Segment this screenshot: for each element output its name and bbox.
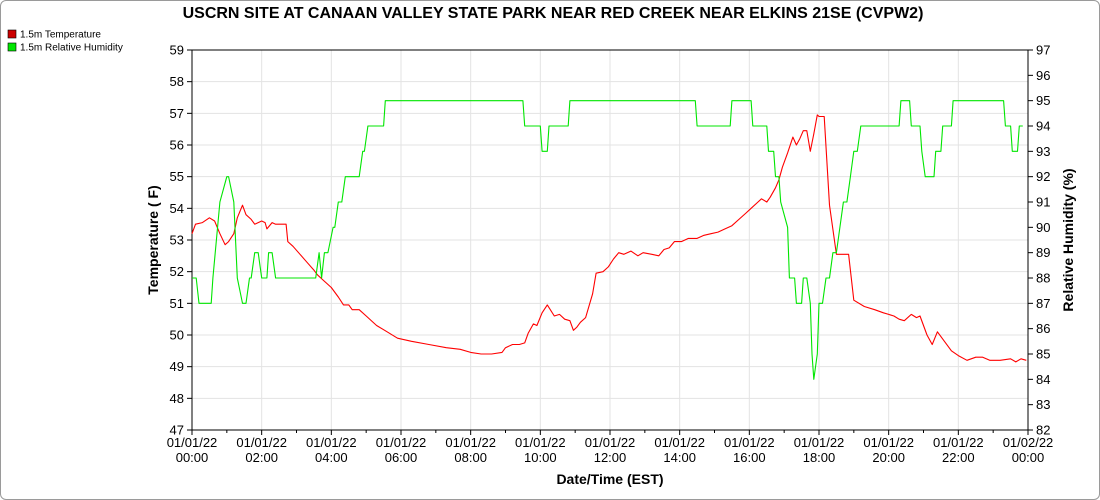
y-left-tick-label: 55 [170,169,184,184]
legend-label-humidity: 1.5m Relative Humidity [20,43,123,54]
y-right-tick-label: 87 [1036,296,1050,311]
grid-lines [191,49,1029,431]
legend-label-temperature: 1.5m Temperature [20,30,101,41]
x-tick-label-date: 01/01/22 [306,435,357,450]
y-axis-left-ticks: 47 48 49 50 51 52 53 54 55 56 57 58 59 [170,43,192,438]
y-right-tick-label: 83 [1036,397,1050,412]
y-right-tick-label: 82 [1036,423,1050,438]
x-tick-label-time: 22:00 [942,450,975,465]
x-tick-label-time: 06:00 [385,450,418,465]
x-tick-label-date: 01/01/22 [515,435,566,450]
x-tick-label-time: 16:00 [733,450,766,465]
y-axis-left-label: Temperature ( F) [145,185,161,294]
y-right-tick-label: 92 [1036,169,1050,184]
x-tick-label-time: 18:00 [803,450,836,465]
x-tick-label-time: 08:00 [454,450,487,465]
y-left-tick-label: 47 [170,423,184,438]
y-left-tick-label: 57 [170,106,184,121]
y-left-tick-label: 56 [170,138,184,153]
x-tick-label-date: 01/01/22 [445,435,496,450]
y-right-tick-label: 85 [1036,347,1050,362]
x-tick-label-date: 01/01/22 [794,435,845,450]
series-layer [191,100,1027,380]
y-right-tick-label: 95 [1036,93,1050,108]
x-tick-label-time: 10:00 [524,450,557,465]
x-tick-label-date: 01/02/22 [1003,435,1054,450]
x-tick-label-time: 14:00 [663,450,696,465]
x-axis-label: Date/Time (EST) [556,471,663,487]
y-axis-right-ticks: 82 83 84 85 86 87 88 89 90 91 92 93 94 95 96 97 [1028,43,1050,438]
legend-swatch-temperature [7,29,17,39]
x-tick-label-date: 01/01/22 [236,435,287,450]
y-right-tick-label: 91 [1036,195,1050,210]
y-left-tick-label: 58 [170,74,184,89]
x-tick-label-date: 01/01/22 [654,435,705,450]
y-right-tick-label: 89 [1036,245,1050,260]
y-right-tick-label: 90 [1036,220,1050,235]
x-tick-label-date: 01/01/22 [167,435,218,450]
y-axis-right-label: Relative Humidity (%) [1060,168,1076,311]
legend: 1.5m Temperature 1.5m Relative Humidity [7,29,123,54]
legend-swatch-humidity [7,42,17,52]
y-left-tick-label: 48 [170,391,184,406]
y-right-tick-label: 84 [1036,372,1050,387]
chart-title: USCRN SITE AT CANAAN VALLEY STATE PARK N… [183,5,924,22]
x-tick-label-time: 02:00 [245,450,278,465]
x-tick-label-date: 01/01/22 [585,435,636,450]
y-right-tick-label: 86 [1036,321,1050,336]
y-left-tick-label: 52 [170,264,184,279]
x-axis-ticks: 01/01/2200:0001/01/2202:0001/01/2204:000… [167,430,1054,465]
x-tick-label-date: 01/01/22 [724,435,775,450]
x-tick-label-time: 12:00 [594,450,627,465]
x-tick-label-date: 01/01/22 [933,435,984,450]
x-tick-label-time: 20:00 [872,450,905,465]
x-tick-label-date: 01/01/22 [863,435,914,450]
y-right-tick-label: 96 [1036,68,1050,83]
y-left-tick-label: 51 [170,296,184,311]
series-line-temperature [191,114,1027,363]
y-right-tick-label: 88 [1036,271,1050,286]
x-tick-label-time: 00:00 [1012,450,1045,465]
series-line-humidity [192,100,1023,380]
y-left-tick-label: 49 [170,359,184,374]
y-right-tick-label: 97 [1036,43,1050,58]
x-tick-label-time: 04:00 [315,450,348,465]
y-right-tick-label: 93 [1036,144,1050,159]
y-left-tick-label: 54 [170,201,184,216]
x-tick-label-date: 01/01/22 [376,435,427,450]
y-left-tick-label: 50 [170,328,184,343]
y-right-tick-label: 94 [1036,119,1050,134]
y-left-tick-label: 53 [170,233,184,248]
x-tick-label-time: 00:00 [176,450,209,465]
y-left-tick-label: 59 [170,43,184,58]
